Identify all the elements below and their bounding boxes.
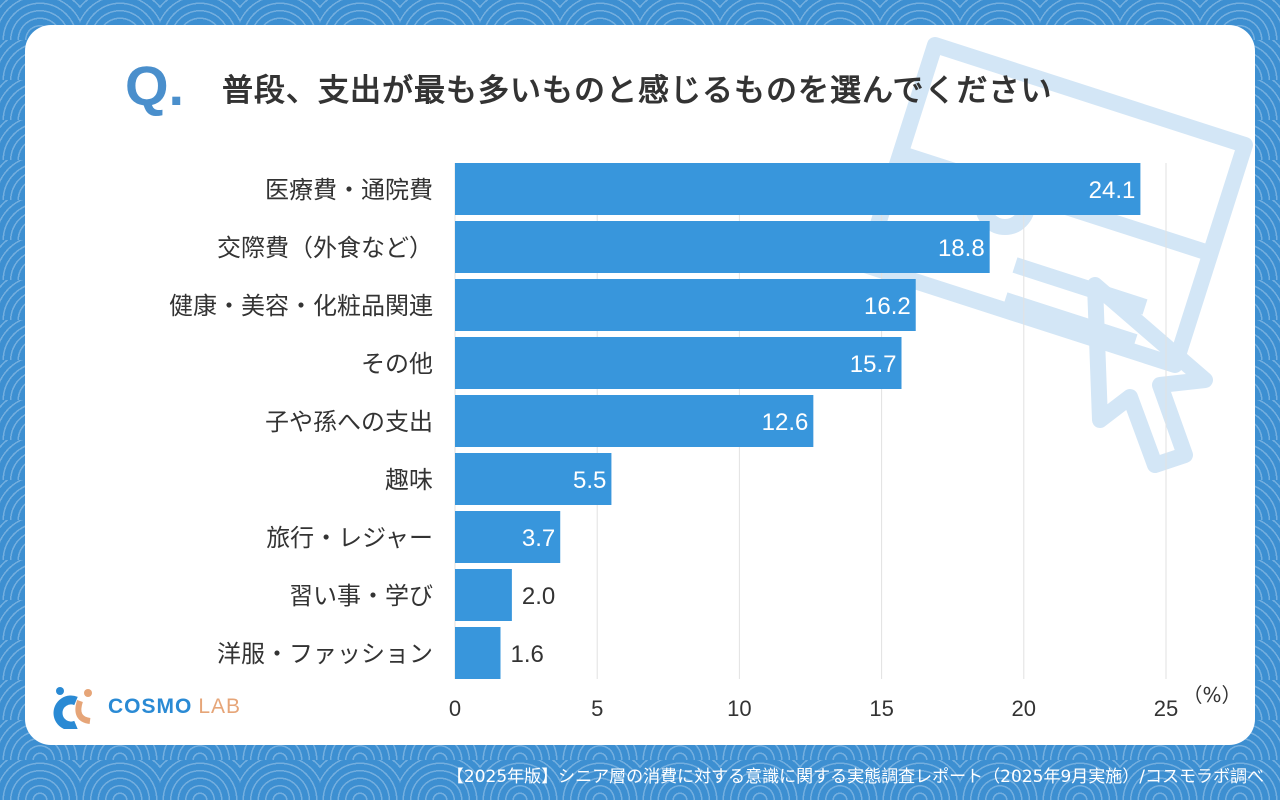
chart-card: Q. 普段、支出が最も多いものと感じるものを選んでください COSMO LAB <box>25 25 1255 745</box>
x-tick-label: 20 <box>1012 696 1036 721</box>
value-label: 24.1 <box>1089 177 1136 204</box>
bar <box>455 627 501 679</box>
category-label: 洋服・ファッション <box>217 640 433 668</box>
value-label: 5.5 <box>573 467 606 494</box>
value-label: 18.8 <box>938 235 985 262</box>
x-unit-label: （%） <box>1182 683 1241 707</box>
bar <box>455 453 612 505</box>
x-tick-label: 25 <box>1154 696 1178 721</box>
value-label: 15.7 <box>850 351 897 378</box>
bar <box>455 163 1141 215</box>
bar <box>455 511 561 563</box>
value-label: 16.2 <box>864 293 911 320</box>
value-label: 12.6 <box>762 409 809 436</box>
bar <box>455 279 916 331</box>
cosmo-lab-logo: COSMO LAB <box>50 685 241 729</box>
question-mark-label: Q. <box>125 54 185 117</box>
bar <box>455 221 990 273</box>
x-tick-label: 0 <box>449 696 461 721</box>
category-label: 旅行・レジャー <box>266 524 433 552</box>
value-label: 2.0 <box>522 583 555 610</box>
chart-title: 普段、支出が最も多いものと感じるものを選んでください <box>222 73 1053 109</box>
source-footer: 【2025年版】シニア層の消費に対する意識に関する実態調査レポート（2025年9… <box>446 767 1264 787</box>
value-label: 1.6 <box>511 641 544 668</box>
x-tick-label: 10 <box>727 696 751 721</box>
category-label: 医療費・通院費 <box>265 176 433 204</box>
bar <box>455 337 902 389</box>
category-label: 子や孫への支出 <box>265 408 433 436</box>
bar <box>455 569 512 621</box>
logo-mark-icon <box>53 687 92 729</box>
category-label: 趣味 <box>385 466 433 494</box>
x-tick-label: 5 <box>591 696 603 721</box>
x-tick-label: 15 <box>869 696 893 721</box>
category-label: 健康・美容・化粧品関連 <box>169 292 433 320</box>
category-label: 交際費（外食など） <box>217 234 433 262</box>
category-label: その他 <box>361 350 433 378</box>
value-label: 3.7 <box>522 525 555 552</box>
bar <box>455 395 814 447</box>
category-label: 習い事・学び <box>289 582 433 610</box>
